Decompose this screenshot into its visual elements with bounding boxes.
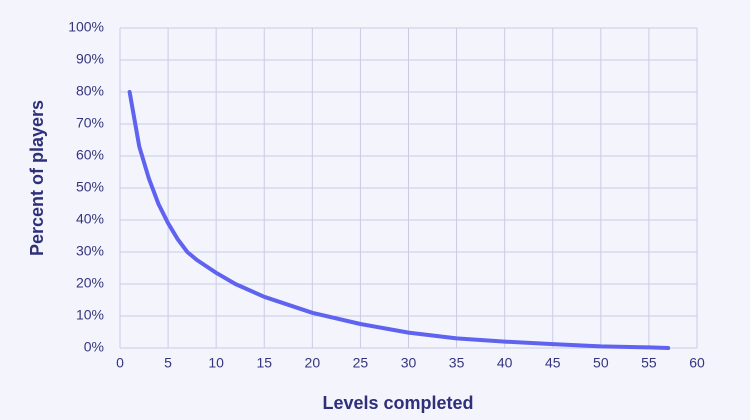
y-tick-label: 20% [76,275,104,291]
x-tick-label: 35 [449,355,465,371]
y-tick-label: 30% [76,243,104,259]
x-tick-label: 20 [305,355,321,371]
x-tick-label: 5 [164,355,172,371]
y-tick-label: 10% [76,307,104,323]
x-tick-label: 25 [353,355,369,371]
x-tick-label: 55 [641,355,657,371]
x-tick-label: 40 [497,355,513,371]
y-axis-title: Percent of players [27,100,47,256]
y-tick-label: 90% [76,51,104,67]
x-tick-label: 45 [545,355,561,371]
y-tick-label: 70% [76,115,104,131]
x-tick-label: 0 [116,355,124,371]
x-tick-label: 60 [689,355,705,371]
x-tick-label: 10 [208,355,224,371]
x-axis-title: Levels completed [322,393,473,413]
x-tick-label: 50 [593,355,609,371]
y-tick-label: 60% [76,147,104,163]
y-tick-label: 50% [76,179,104,195]
x-tick-label: 30 [401,355,417,371]
y-tick-label: 40% [76,211,104,227]
x-tick-label: 15 [256,355,272,371]
y-tick-label: 80% [76,83,104,99]
y-tick-label: 100% [68,19,104,35]
y-tick-label: 0% [84,339,104,355]
data-line [127,90,671,350]
